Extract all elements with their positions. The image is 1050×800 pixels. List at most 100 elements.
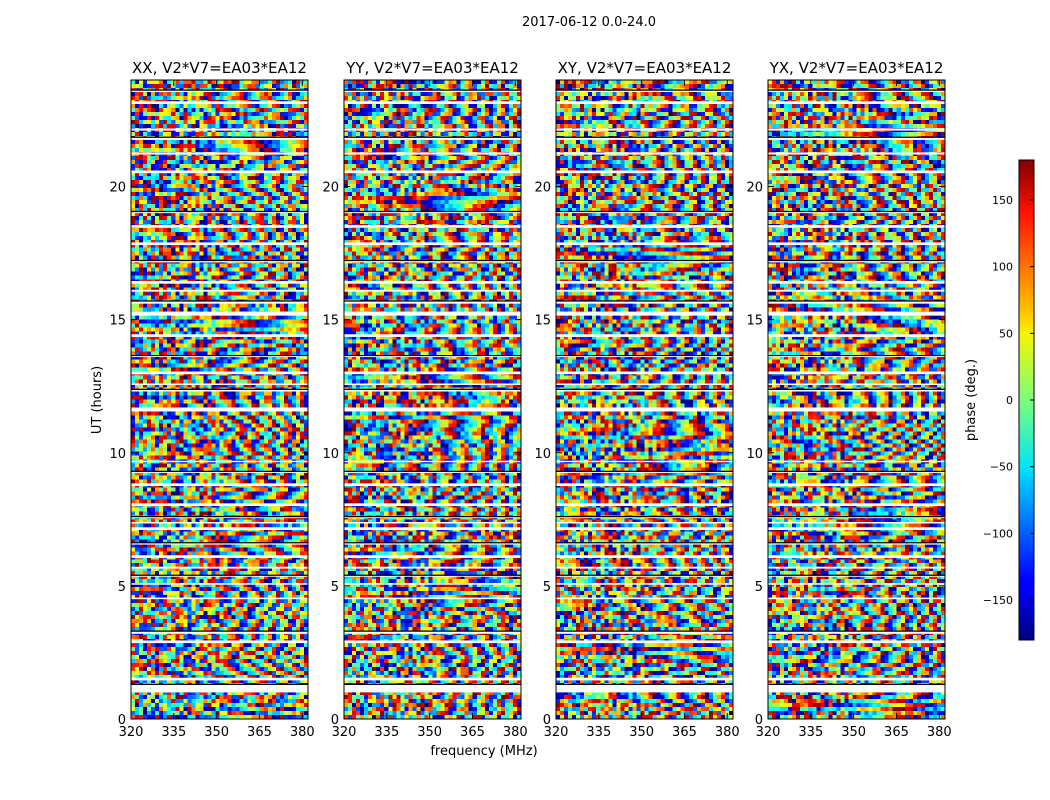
- heatmap-cell: [239, 187, 245, 193]
- heatmap-cell: [167, 271, 172, 277]
- heatmap-cell: [207, 215, 212, 221]
- heatmap-cell: [263, 255, 269, 261]
- heatmap-cell: [139, 307, 144, 313]
- heatmap-cell: [227, 495, 233, 500]
- heatmap-cell: [259, 243, 265, 249]
- heatmap-cell: [143, 107, 148, 113]
- heatmap-cell: [251, 391, 257, 396]
- heatmap-cell: [155, 439, 160, 444]
- heatmap-cell: [199, 359, 204, 365]
- heatmap-cell: [135, 83, 140, 89]
- heatmap-cell: [171, 115, 176, 121]
- heatmap-cell: [147, 355, 152, 361]
- heatmap-cell: [227, 271, 233, 277]
- heatmap-cell: [223, 307, 229, 313]
- heatmap-cell: [207, 291, 212, 297]
- heatmap-cell: [243, 187, 249, 193]
- heatmap-cell: [155, 319, 160, 325]
- heatmap-cell: [191, 451, 196, 456]
- heatmap-cell: [255, 227, 261, 233]
- heatmap-cell: [151, 175, 156, 181]
- heatmap-cell: [271, 315, 277, 321]
- heatmap-cell: [259, 231, 265, 237]
- heatmap-cell: [295, 231, 301, 237]
- heatmap-cell: [155, 163, 160, 169]
- heatmap-cell: [151, 319, 156, 325]
- heatmap-cell: [239, 295, 245, 301]
- heatmap-cell: [143, 383, 148, 389]
- heatmap-cell: [155, 315, 160, 321]
- heatmap-cell: [247, 243, 253, 249]
- heatmap-cell: [263, 183, 269, 189]
- heatmap-cell: [235, 239, 241, 245]
- heatmap-cell: [287, 283, 293, 289]
- heatmap-cell: [287, 271, 293, 277]
- heatmap-cell: [271, 487, 277, 492]
- heatmap-cell: [147, 80, 152, 85]
- heatmap-cell: [199, 235, 204, 241]
- heatmap-cell: [183, 80, 188, 85]
- heatmap-cell: [163, 367, 168, 373]
- heatmap-cell: [287, 415, 293, 420]
- heatmap-cell: [267, 243, 273, 249]
- heatmap-cell: [255, 131, 261, 137]
- heatmap-cell: [183, 183, 188, 189]
- heatmap-cell: [163, 379, 168, 385]
- heatmap-cell: [183, 495, 188, 500]
- heatmap-cell: [295, 423, 301, 428]
- heatmap-cell: [295, 80, 301, 85]
- heatmap-cell: [179, 155, 184, 161]
- heatmap-cell: [199, 111, 204, 117]
- heatmap-cell: [203, 115, 208, 121]
- heatmap-cell: [183, 335, 188, 341]
- heatmap-cell: [131, 375, 136, 381]
- heatmap-cell: [267, 363, 273, 369]
- heatmap-cell: [215, 207, 220, 213]
- heatmap-cell: [239, 119, 245, 125]
- heatmap-cell: [275, 155, 281, 161]
- heatmap-cell: [179, 375, 184, 381]
- heatmap-cell: [135, 207, 140, 213]
- heatmap-cell: [255, 419, 261, 424]
- heatmap-cell: [199, 263, 204, 269]
- heatmap-cell: [287, 251, 293, 257]
- heatmap-cell: [259, 463, 265, 468]
- heatmap-cell: [175, 419, 180, 424]
- heatmap-cell: [171, 235, 176, 241]
- heatmap-cell: [295, 183, 301, 189]
- heatmap-cell: [287, 295, 293, 301]
- heatmap-cell: [275, 399, 281, 404]
- heatmap-cell: [175, 439, 180, 444]
- heatmap-cell: [155, 419, 160, 424]
- heatmap-cell: [147, 331, 152, 337]
- heatmap-cell: [299, 323, 305, 329]
- heatmap-cell: [135, 303, 140, 309]
- heatmap-cell: [135, 255, 140, 261]
- heatmap-cell: [151, 439, 156, 444]
- heatmap-cell: [199, 395, 204, 400]
- heatmap-cell: [167, 131, 172, 137]
- heatmap-cell: [163, 307, 168, 313]
- heatmap-cell: [279, 95, 285, 101]
- heatmap-cell: [167, 339, 172, 345]
- heatmap-cell: [291, 95, 297, 101]
- heatmap-cell: [183, 359, 188, 365]
- heatmap-cell: [211, 251, 216, 257]
- heatmap-cell: [175, 255, 180, 261]
- heatmap-cell: [279, 155, 285, 161]
- heatmap-cell: [175, 131, 180, 137]
- heatmap-cell: [187, 119, 192, 125]
- heatmap-cell: [267, 179, 273, 185]
- heatmap-cell: [299, 251, 305, 257]
- heatmap-cell: [259, 447, 265, 452]
- heatmap-cell: [283, 323, 289, 329]
- heatmap-cell: [183, 395, 188, 400]
- heatmap-cell: [263, 319, 269, 325]
- heatmap-cell: [303, 211, 309, 217]
- heatmap-cell: [303, 443, 309, 448]
- heatmap-cell: [219, 295, 225, 301]
- heatmap-cell: [287, 267, 293, 273]
- heatmap-cell: [271, 447, 277, 452]
- heatmap-cell: [155, 519, 160, 524]
- heatmap-cell: [215, 107, 220, 113]
